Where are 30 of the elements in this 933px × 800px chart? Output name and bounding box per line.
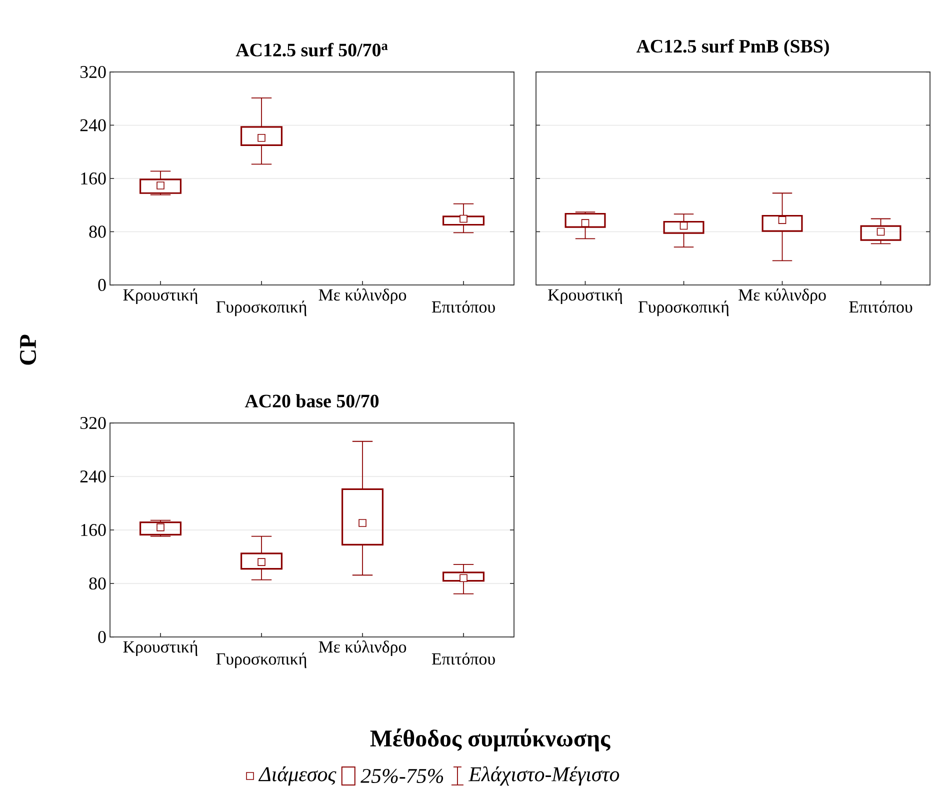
x-tick-label: Επιτόπου	[432, 300, 495, 313]
text: Ελάχιστο-Μέγιστο	[468, 766, 620, 786]
y-tick-label: 240	[80, 470, 106, 483]
chart-title: AC20 base 50/70	[244, 394, 379, 408]
y-tick-label: 80	[89, 226, 106, 238]
y-tick-label: 320	[80, 66, 106, 78]
x-tick-label: Κρουστική	[123, 640, 198, 656]
x-tick-label: Επιτόπου	[432, 652, 495, 665]
y-tick-label: 160	[81, 172, 106, 185]
x-tick-label: Επιτόπου	[849, 300, 912, 313]
x-tick-label: Κρουστική	[548, 288, 622, 304]
x-tick-label: Κρουστική	[123, 288, 198, 304]
x-tick-label: Γυροσκοπική	[638, 300, 729, 316]
x-tick-label: Γυροσκοπική	[216, 652, 306, 668]
x-tick-label: Με κύλινδρο	[318, 640, 406, 656]
x-tick-label: Με κύλινδρο	[738, 288, 826, 304]
y-tick-label: 240	[80, 119, 106, 132]
x-tick-label: Γυροσκοπική	[216, 300, 306, 316]
x-tick-label: Με κύλινδρο	[318, 288, 406, 304]
y-tick-label: 80	[89, 577, 106, 590]
text: Διάμεσος	[258, 766, 336, 786]
y-tick-label: 160	[81, 524, 106, 536]
y-tick-label: 0	[98, 630, 106, 644]
text: 25%-75%	[360, 768, 444, 784]
y-tick-label: 0	[98, 278, 106, 292]
y-tick-label: 320	[80, 416, 106, 430]
x-axis-title: Μέθοδος συμπύκνωσης	[370, 728, 610, 752]
chart-title: AC12.5 surf 50/70$^{a}$	[236, 42, 388, 56]
chart-title: AC12.5 surf PmB (SBS)	[636, 39, 829, 56]
y-axis-title: CP	[20, 334, 36, 365]
